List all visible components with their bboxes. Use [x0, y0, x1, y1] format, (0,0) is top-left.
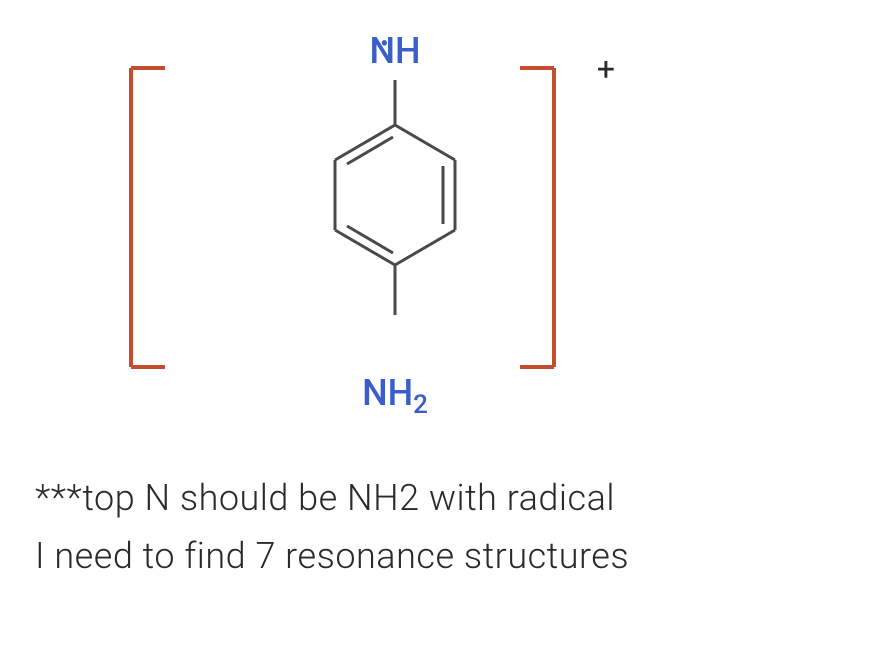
top-nh-label: NH [369, 30, 420, 72]
right-bracket [515, 65, 560, 370]
notes-block: ***top N should be NH2 with radical I ne… [35, 470, 860, 585]
nh2-sub: 2 [413, 390, 428, 420]
note-line-1: ***top N should be NH2 with radical [35, 470, 860, 528]
molecule-diagram: + • NH NH2 [125, 30, 665, 410]
nh2-main: NH [362, 372, 413, 414]
left-bracket [125, 65, 170, 370]
note-line-2: I need to find 7 resonance structures [35, 528, 860, 586]
bottom-nh2-label: NH2 [362, 372, 428, 420]
charge-symbol: + [597, 50, 615, 88]
benzene-ring [315, 70, 475, 374]
